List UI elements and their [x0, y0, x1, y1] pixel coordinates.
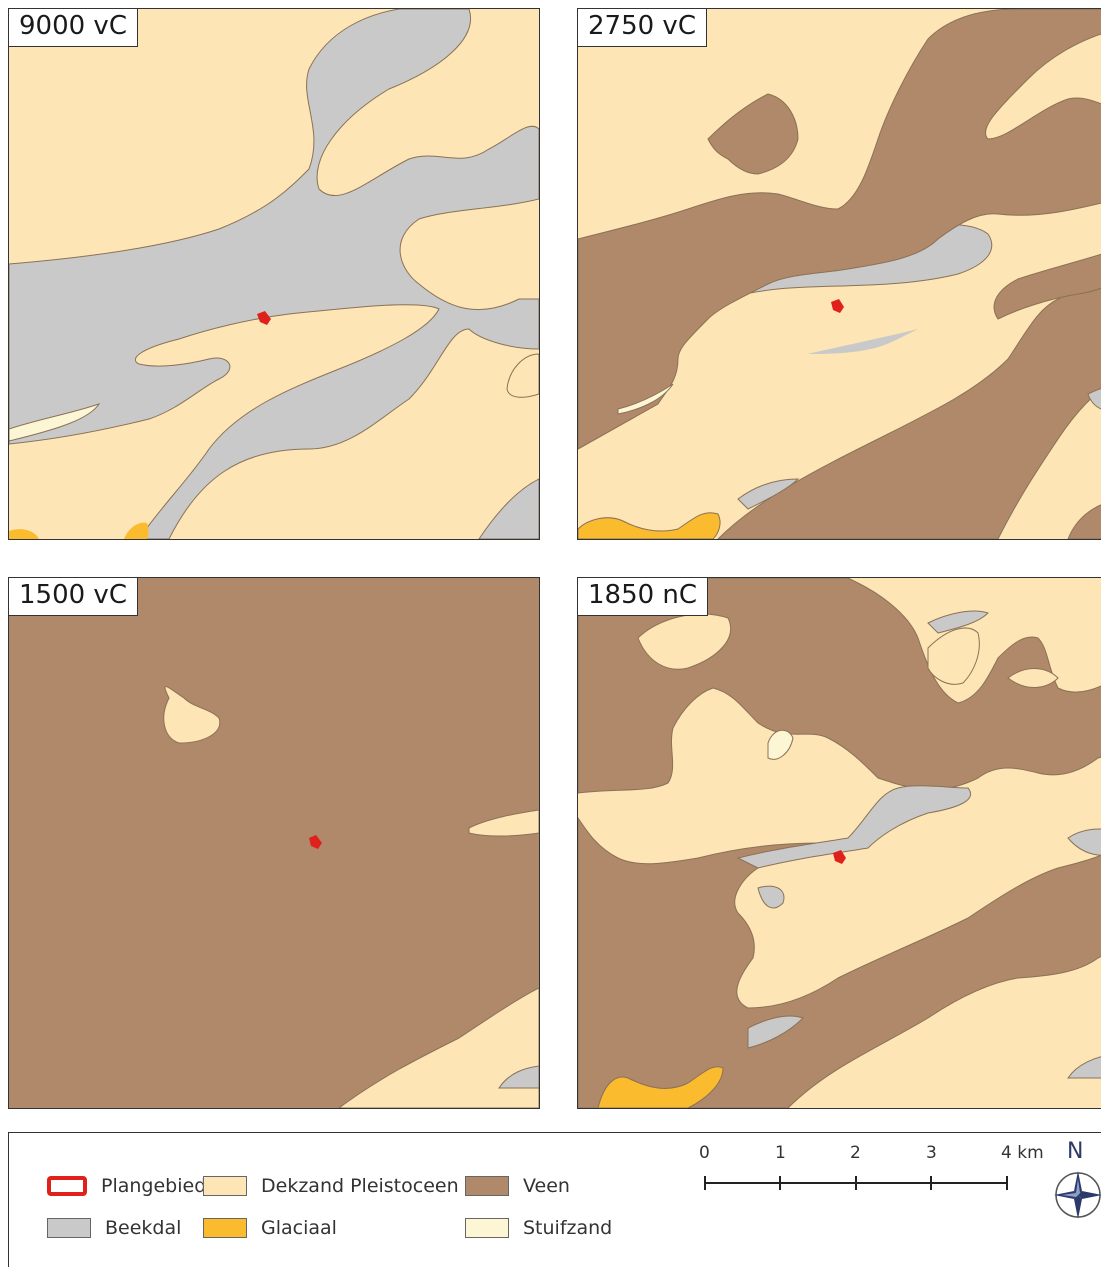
legend-label: Plangebied: [101, 1175, 207, 1197]
north-label: N: [1067, 1139, 1084, 1164]
legend-label: Dekzand Pleistoceen: [261, 1175, 459, 1197]
legend-item-beekdal: Beekdal: [47, 1217, 181, 1239]
scale-tick-label: 2: [850, 1143, 861, 1163]
legend-item-veen: Veen: [465, 1175, 570, 1197]
plangebied-marker: [257, 311, 271, 325]
plangebied-marker: [309, 835, 322, 849]
map-legend: Plangebied Dekzand Pleistoceen Veen Beek…: [8, 1132, 1101, 1267]
map-panel-2750-vc: 2750 vC: [577, 8, 1101, 540]
legend-label: Veen: [523, 1175, 570, 1197]
map-panel-9000-vc: 9000 vC: [8, 8, 540, 540]
legend-label: Glaciaal: [261, 1217, 337, 1239]
plangebied-marker: [833, 850, 846, 864]
plangebied-swatch: [47, 1176, 87, 1196]
scale-tick-label: 3: [926, 1143, 937, 1163]
glaciaal-swatch: [203, 1218, 247, 1238]
period-label: 9000 vC: [9, 9, 138, 47]
map-panel-1500-vc: 1500 vC: [8, 577, 540, 1109]
legend-item-plangebied: Plangebied: [47, 1175, 206, 1197]
period-label: 2750 vC: [578, 9, 707, 47]
map-1850-nc: [578, 578, 1101, 1108]
period-label: 1500 vC: [9, 578, 138, 616]
stuifzand-swatch: [465, 1218, 509, 1238]
legend-item-stuifzand: Stuifzand: [465, 1217, 612, 1239]
map-1500-vc: [9, 578, 539, 1108]
compass-rose-icon: [1054, 1171, 1101, 1219]
legend-label: Stuifzand: [523, 1217, 613, 1239]
legend-item-dekzand: Dekzand Pleistoceen: [203, 1175, 459, 1197]
map-panel-1850-nc: 1850 nC: [577, 577, 1101, 1109]
dekzand-swatch: [203, 1176, 247, 1196]
veen-swatch: [465, 1176, 509, 1196]
legend-label: Beekdal: [105, 1217, 182, 1239]
beekdal-swatch: [47, 1218, 91, 1238]
map-2750-vc: [578, 9, 1101, 539]
map-9000-vc: [9, 9, 539, 539]
legend-item-glaciaal: Glaciaal: [203, 1217, 337, 1239]
scale-bar-line: [704, 1176, 1008, 1190]
scale-tick-label: 4 km: [1001, 1143, 1044, 1163]
scale-tick-label: 1: [775, 1143, 786, 1163]
plangebied-marker: [831, 299, 844, 313]
scale-tick-label: 0: [699, 1143, 710, 1163]
period-label: 1850 nC: [578, 578, 709, 616]
